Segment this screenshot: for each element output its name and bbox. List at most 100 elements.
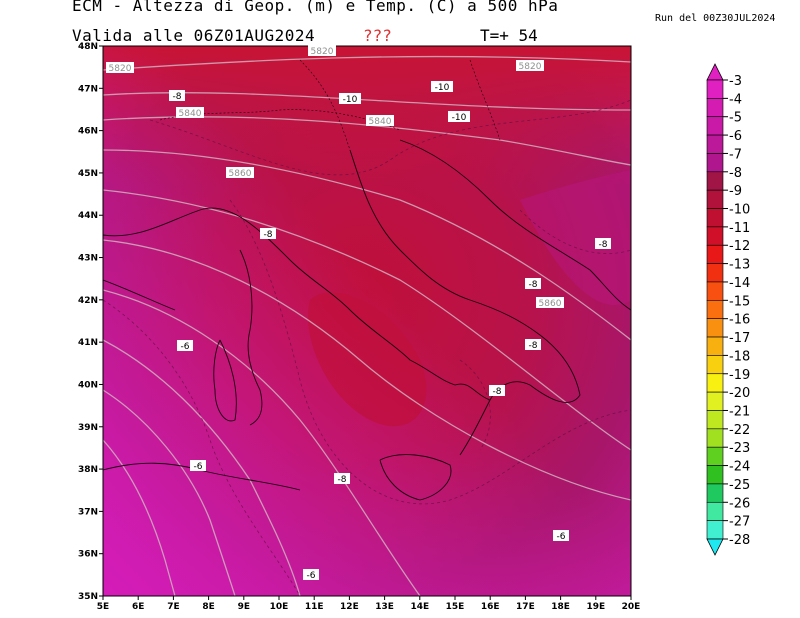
colorbar-swatch xyxy=(706,336,724,356)
geopotential-contours xyxy=(103,55,631,596)
lon-label: 15E xyxy=(446,602,465,612)
colorbar-label: -7 xyxy=(729,147,742,162)
colorbar-label: -18 xyxy=(729,349,750,364)
lat-label: 39N xyxy=(78,423,98,433)
colorbar-label: -28 xyxy=(729,533,750,548)
colorbar-swatch xyxy=(706,483,724,503)
geop-label-box xyxy=(308,45,336,56)
temp-label-box xyxy=(190,460,206,471)
lat-label: 47N xyxy=(78,84,98,94)
temp-label: -8 xyxy=(264,230,273,240)
temp-label-box xyxy=(303,569,319,580)
colorbar-label: -8 xyxy=(729,166,742,181)
temp-label: -6 xyxy=(307,571,316,581)
forecast-step: T=+ 54 xyxy=(480,26,538,45)
lat-label: 46N xyxy=(78,127,98,137)
temp-label: -8 xyxy=(599,240,608,250)
temp-label-box xyxy=(595,238,611,249)
colorbar-swatch xyxy=(706,428,724,448)
lat-label: 44N xyxy=(78,211,98,221)
colorbar-label: -27 xyxy=(729,515,750,530)
colorbar-label: -11 xyxy=(729,221,750,236)
lat-label: 41N xyxy=(78,338,98,348)
chart-title: ECM - Altezza di Geop. (m) e Temp. (C) a… xyxy=(72,0,559,15)
colorbar-label: -20 xyxy=(729,386,750,401)
temp-label: -6 xyxy=(557,532,566,542)
geop-label-box xyxy=(176,107,204,118)
temp-label: -6 xyxy=(181,342,190,352)
colorbar-label: -26 xyxy=(729,496,750,511)
lat-label: 42N xyxy=(78,296,98,306)
colorbar-swatch xyxy=(706,446,724,466)
map-frame xyxy=(102,45,632,597)
colorbar-label: -19 xyxy=(729,368,750,383)
geop-label-box xyxy=(366,115,394,126)
colorbar-label: -17 xyxy=(729,331,750,346)
colorbar-label: -14 xyxy=(729,276,750,291)
colorbar-swatch xyxy=(706,153,724,173)
colorbar-label: -12 xyxy=(729,239,750,254)
colorbar-label: -6 xyxy=(729,129,742,144)
map-field xyxy=(103,46,631,596)
colorbar-label: -5 xyxy=(729,111,742,126)
colorbar-swatch xyxy=(706,98,724,118)
colorbar-top-arrow xyxy=(706,63,724,81)
longitude-axis: 5E 6E 7E 8E 9E 10E 11E 12E 13E 14E 15E 16E 17E 18E 19E… xyxy=(97,596,640,612)
geop-label: 5840 xyxy=(179,109,202,119)
lat-label: 38N xyxy=(78,465,98,475)
geop-label-box xyxy=(226,167,254,178)
colorbar-label: -25 xyxy=(729,478,750,493)
colorbar-swatch xyxy=(706,116,724,136)
colorbar-label: -23 xyxy=(729,441,750,456)
lon-label: 16E xyxy=(481,602,500,612)
temp-label-box xyxy=(169,90,185,101)
colorbar-swatch xyxy=(706,171,724,191)
colorbar-swatch xyxy=(706,263,724,283)
colorbar-label: -21 xyxy=(729,404,750,419)
lon-label: 10E xyxy=(270,602,289,612)
colorbar-label: -22 xyxy=(729,423,750,438)
geop-label-box xyxy=(106,62,134,73)
colorbar-swatch xyxy=(706,208,724,228)
colorbar-label: -9 xyxy=(729,184,742,199)
colorbar-swatch xyxy=(706,79,724,99)
colorbar-swatch xyxy=(706,391,724,411)
lon-label: 17E xyxy=(516,602,535,612)
temp-label: -10 xyxy=(343,95,358,105)
colorbar-label: -13 xyxy=(729,258,750,273)
colorbar-swatch xyxy=(706,244,724,264)
geop-labels: 5820 5820 5820 5840 5840 5860 5860 xyxy=(106,45,564,309)
lon-label: 12E xyxy=(340,602,359,612)
lat-label: 45N xyxy=(78,169,98,179)
temp-label-box xyxy=(431,81,453,92)
colorbar-label: -10 xyxy=(729,203,750,218)
colorbar-swatch xyxy=(706,318,724,338)
colorbar-label: -24 xyxy=(729,460,750,475)
temp-label-box xyxy=(553,530,569,541)
colorbar: -3 -4 -5 -6 -7 -8 -9 -10 -11 -12 -13 -14 -15 -16 -17 -1… xyxy=(706,63,750,556)
colorbar-swatch xyxy=(706,134,724,154)
colorbar-label: -15 xyxy=(729,294,750,309)
valid-time: Valida alle 06Z01AUG2024 xyxy=(72,26,316,45)
geop-label-box xyxy=(516,60,544,71)
temp-label-box xyxy=(525,339,541,350)
lon-label: 7E xyxy=(167,602,179,612)
lon-label: 19E xyxy=(586,602,605,612)
geop-label: 5840 xyxy=(369,117,392,127)
temp-label: -8 xyxy=(493,387,502,397)
colorbar-swatch xyxy=(706,355,724,375)
temp-label: -6 xyxy=(194,462,203,472)
temp-label: -8 xyxy=(173,92,182,102)
temp-label-box xyxy=(448,111,470,122)
lat-label: 48N xyxy=(78,42,98,52)
colorbar-swatch xyxy=(706,501,724,521)
colorbar-swatch xyxy=(706,410,724,430)
temperature-contours xyxy=(103,99,631,596)
lat-label: 36N xyxy=(78,550,98,560)
colorbar-label: -3 xyxy=(729,74,742,89)
colorbar-swatch xyxy=(706,300,724,319)
temp-label: -10 xyxy=(435,83,450,93)
temp-label-box xyxy=(489,385,505,396)
temp-label-box xyxy=(177,340,193,351)
